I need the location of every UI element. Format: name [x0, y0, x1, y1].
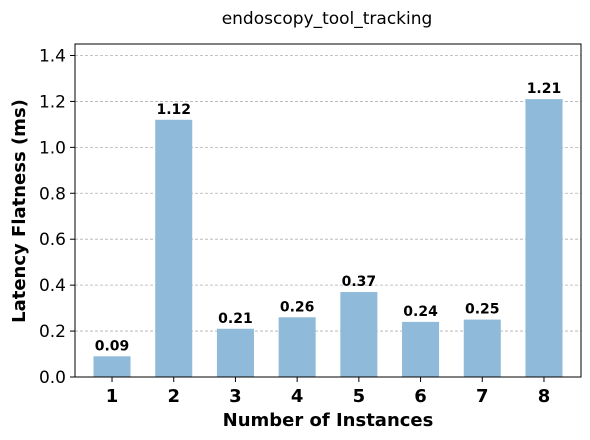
data-label-5: 0.37	[342, 274, 377, 290]
bar-3	[216, 328, 254, 377]
data-label-7: 0.25	[465, 302, 500, 318]
x-axis-ticks: 1 2 3 4 5 6 7 8	[106, 377, 550, 407]
x-tick-label: 7	[476, 386, 489, 407]
x-tick-label: 6	[414, 386, 427, 407]
bar-8	[525, 99, 563, 377]
data-label-4: 0.26	[280, 299, 315, 315]
data-label-6: 0.24	[403, 304, 438, 320]
y-axis-label: Latency Flatness (ms)	[9, 99, 30, 323]
bar-2	[155, 119, 193, 378]
grid-lines	[75, 55, 581, 332]
x-tick-label: 4	[291, 386, 304, 407]
y-tick-label: 0.8	[39, 184, 66, 204]
x-axis-label: Number of Instances	[223, 410, 434, 431]
y-tick-label: 0.2	[39, 322, 66, 342]
y-tick-label: 0.0	[39, 368, 66, 388]
y-tick-label: 0.4	[39, 276, 66, 296]
data-label-3: 0.21	[218, 311, 253, 327]
y-tick-label: 1.4	[39, 46, 66, 66]
data-labels: 0.09 1.12 0.21 0.26 0.37 0.24 0.25 1.21	[95, 81, 561, 354]
y-tick-label: 1.2	[39, 92, 66, 112]
x-tick-label: 5	[353, 386, 366, 407]
y-tick-label: 1.0	[39, 138, 66, 158]
bar-4	[278, 317, 316, 377]
bar-6	[402, 321, 440, 377]
y-tick-label: 0.6	[39, 230, 66, 250]
x-tick-label: 8	[538, 386, 551, 407]
data-label-1: 0.09	[95, 338, 130, 354]
bar-1	[93, 356, 131, 377]
bar-5	[340, 292, 378, 377]
plot-frame	[74, 43, 582, 378]
data-label-8: 1.21	[527, 81, 562, 97]
y-axis-ticks: 0.0 0.2 0.4 0.6 0.8 1.0 1.2 1.4	[39, 46, 75, 388]
bars	[93, 99, 563, 378]
chart-title: endoscopy_tool_tracking	[222, 9, 433, 29]
x-tick-label: 2	[167, 386, 180, 407]
x-tick-label: 1	[106, 386, 119, 407]
x-tick-label: 3	[229, 386, 242, 407]
data-label-2: 1.12	[156, 102, 191, 118]
bar-7	[463, 319, 501, 377]
